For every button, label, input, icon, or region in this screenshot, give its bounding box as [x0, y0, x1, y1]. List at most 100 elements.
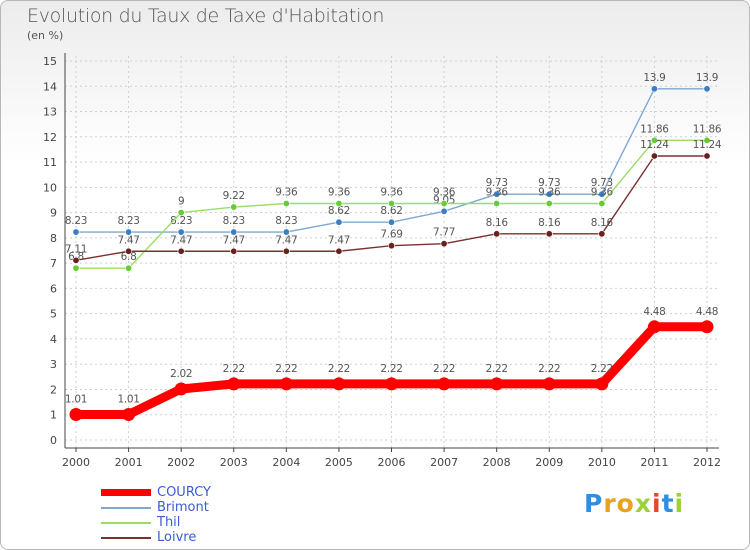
data-point-courcy [700, 320, 714, 334]
x-tick-label: 2011 [640, 456, 668, 469]
data-point-brimont [125, 228, 133, 236]
data-label-courcy: 2.22 [486, 363, 508, 375]
data-point-courcy [542, 377, 556, 391]
y-tick-label: 10 [43, 181, 57, 194]
data-point-courcy [385, 377, 398, 391]
data-point-thil [177, 209, 185, 217]
data-label-loivre: 8.16 [591, 217, 614, 229]
x-tick-label: 2007 [430, 456, 458, 469]
y-tick-label: 11 [43, 156, 57, 169]
x-tick-label: 2012 [693, 456, 721, 469]
data-label-brimont: 9.73 [538, 177, 560, 189]
data-point-loivre [650, 152, 658, 160]
data-point-loivre [177, 247, 185, 255]
y-tick-label: 14 [43, 80, 57, 93]
data-label-courcy: 2.22 [380, 363, 402, 375]
data-label-courcy: 1.01 [65, 393, 87, 405]
data-label-thil: 9.36 [433, 187, 456, 199]
data-point-thil [598, 200, 606, 208]
y-tick-label: 0 [50, 434, 57, 447]
data-point-loivre [230, 247, 238, 255]
data-label-thil: 9.36 [328, 187, 351, 199]
y-tick-label: 15 [43, 55, 57, 68]
data-point-courcy [490, 377, 504, 391]
data-point-loivre [493, 230, 501, 238]
data-label-courcy: 1.01 [117, 393, 139, 405]
data-point-brimont [440, 207, 448, 215]
chart-subtitle: (en %) [27, 29, 64, 42]
data-point-courcy [69, 407, 83, 421]
chart-title: Evolution du Taux de Taxe d'Habitation [27, 5, 385, 27]
data-point-brimont [72, 228, 80, 236]
x-tick-label: 2001 [115, 456, 143, 469]
data-point-courcy [595, 377, 609, 391]
data-label-thil: 9 [178, 196, 184, 208]
data-point-thil [650, 136, 658, 144]
data-label-loivre: 11.24 [640, 139, 669, 151]
data-label-loivre: 7.77 [433, 227, 455, 239]
data-label-loivre: 7.47 [275, 234, 297, 246]
data-point-brimont [703, 85, 711, 93]
data-label-thil: 6.8 [121, 251, 137, 263]
x-tick-label: 2008 [483, 456, 511, 469]
data-point-courcy [122, 407, 136, 421]
data-label-loivre: 7.11 [65, 243, 87, 255]
legend-label-courcy: COURCY [157, 485, 211, 500]
x-tick-label: 2000 [62, 456, 90, 469]
data-label-thil: 9.36 [486, 187, 509, 199]
y-tick-label: 7 [50, 257, 57, 270]
data-point-loivre [335, 247, 343, 255]
data-point-thil [440, 200, 448, 208]
x-tick-label: 2003 [220, 456, 248, 469]
y-tick-label: 1 [50, 409, 57, 422]
data-point-brimont [177, 228, 185, 236]
data-point-brimont [493, 190, 501, 198]
data-label-loivre: 11.24 [693, 139, 722, 151]
data-point-brimont [545, 190, 553, 198]
x-tick-label: 2002 [167, 456, 195, 469]
data-point-courcy [279, 377, 293, 391]
y-tick-label: 13 [43, 106, 57, 119]
y-tick-label: 6 [50, 282, 57, 295]
data-label-courcy: 2.22 [328, 363, 350, 375]
x-tick-label: 2005 [325, 456, 353, 469]
data-label-thil: 9.36 [275, 187, 298, 199]
data-point-courcy [332, 377, 346, 391]
data-label-thil: 11.86 [693, 123, 722, 135]
data-label-thil: 9.22 [223, 190, 245, 202]
x-tick-label: 2006 [378, 456, 406, 469]
logo-letter: t [661, 489, 675, 518]
data-label-brimont: 8.62 [380, 205, 402, 217]
data-point-courcy [647, 320, 661, 334]
data-label-brimont: 8.23 [223, 215, 245, 227]
data-label-brimont: 8.23 [275, 215, 297, 227]
data-label-brimont: 13.9 [643, 72, 665, 84]
data-label-thil: 11.86 [640, 123, 669, 135]
data-label-loivre: 8.16 [538, 217, 561, 229]
data-point-brimont [598, 190, 606, 198]
data-point-loivre [125, 247, 133, 255]
data-label-brimont: 8.23 [117, 215, 139, 227]
x-tick-label: 2004 [272, 456, 300, 469]
logo-letter: x [634, 489, 652, 518]
x-tick-label: 2009 [535, 456, 563, 469]
data-label-courcy: 2.22 [275, 363, 297, 375]
legend-swatch-courcy [101, 489, 151, 496]
data-point-brimont [282, 228, 290, 236]
data-label-courcy: 2.22 [591, 363, 613, 375]
data-label-courcy: 2.22 [433, 363, 455, 375]
y-tick-label: 12 [43, 131, 57, 144]
data-point-loivre [598, 230, 606, 238]
data-point-brimont [335, 218, 343, 226]
data-label-thil: 9.36 [591, 187, 614, 199]
data-label-courcy: 2.02 [170, 368, 192, 380]
y-tick-label: 8 [50, 232, 57, 245]
legend-swatch-loivre [101, 537, 151, 539]
x-tick-label: 2010 [588, 456, 616, 469]
logo-letter: o [616, 489, 635, 518]
data-point-thil [230, 203, 238, 211]
y-tick-label: 4 [50, 333, 57, 346]
legend-label-thil: Thil [157, 515, 181, 530]
data-point-loivre [282, 247, 290, 255]
